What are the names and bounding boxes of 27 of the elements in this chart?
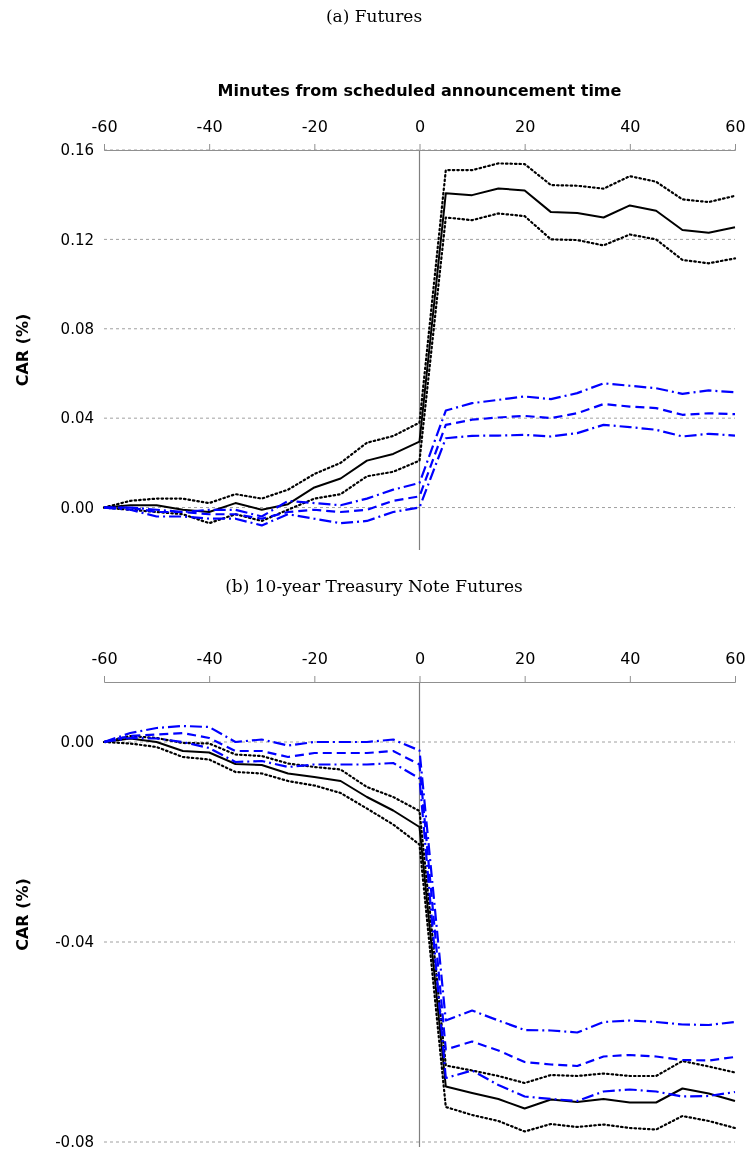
y-tick-label: 0.12 [60, 230, 94, 249]
y-tick-label: 0.08 [60, 320, 94, 339]
chart-title: (b) 10-year Treasury Note Futures [225, 576, 523, 596]
x-tick-label: -40 [196, 117, 223, 136]
x-tick-label: 20 [514, 117, 536, 136]
y-tick-label: -0.08 [55, 1133, 94, 1152]
x-tick-label: 60 [725, 117, 746, 136]
x-tick-label: 0 [414, 117, 426, 136]
x-tick-label: 40 [620, 649, 641, 668]
x-tick-label: -40 [196, 649, 223, 668]
y-tick-label: -0.04 [55, 933, 94, 952]
x-tick-label: 20 [514, 649, 536, 668]
x-tick-label: -20 [301, 117, 328, 136]
x-tick-label: -20 [301, 649, 328, 668]
x-axis-title: Minutes from scheduled announcement time [217, 81, 622, 100]
y-tick-label: 0.00 [60, 733, 94, 752]
x-tick-label: 0 [414, 649, 426, 668]
x-tick-label: 40 [620, 117, 641, 136]
y-tick-label: 0.04 [60, 409, 94, 428]
y-axis-title: CAR (%) [13, 878, 32, 951]
x-tick-label: 60 [725, 649, 746, 668]
chart-title: (a) Futures [325, 6, 423, 26]
y-axis-title: CAR (%) [13, 313, 32, 387]
y-tick-label: 0.00 [60, 498, 94, 517]
y-tick-label: 0.16 [60, 141, 94, 160]
x-tick-label: -60 [91, 117, 118, 136]
x-tick-label: -60 [91, 649, 118, 668]
